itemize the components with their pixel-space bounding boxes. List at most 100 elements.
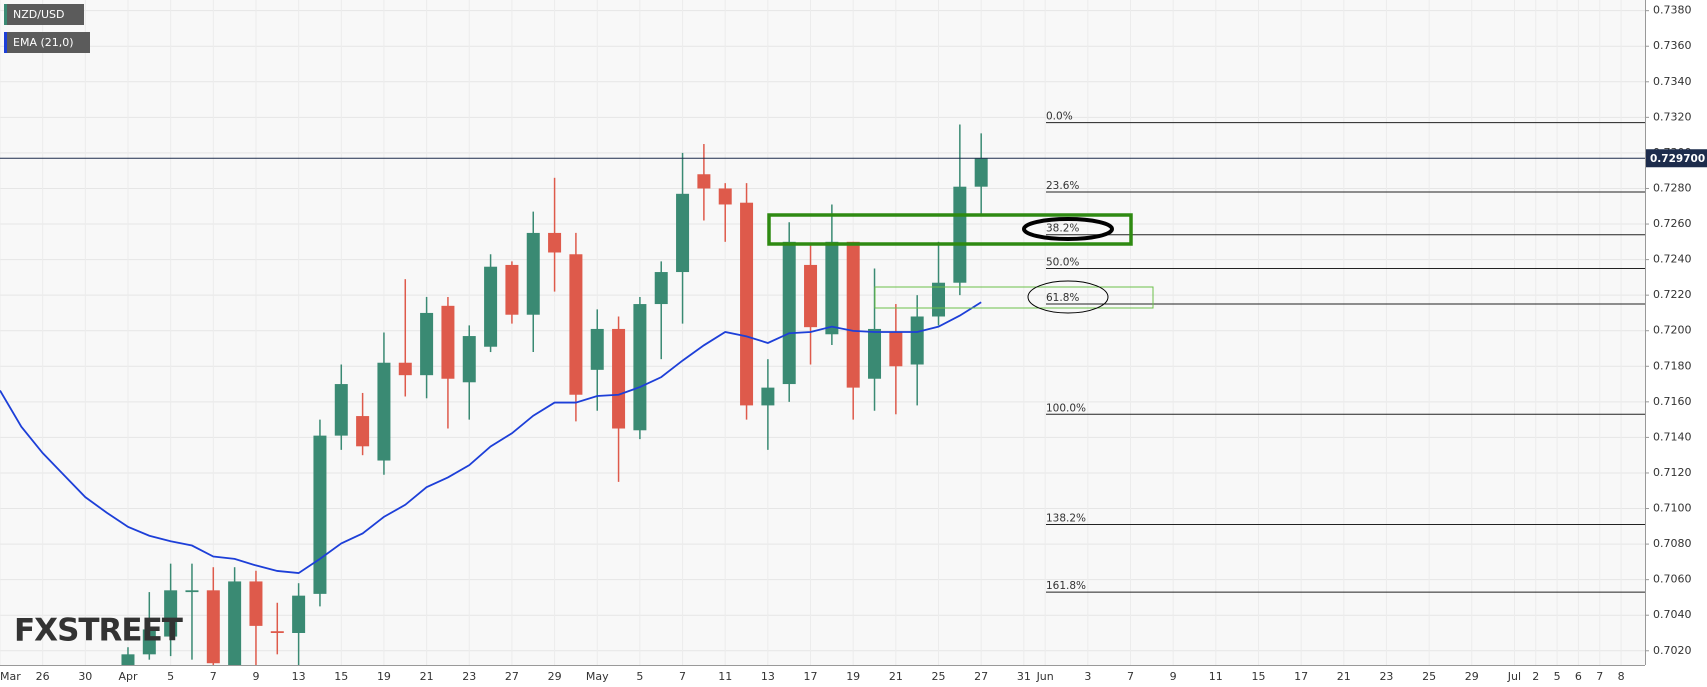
x-tick-label: 27 xyxy=(505,670,519,683)
y-tick-label: 0.7160 xyxy=(1653,395,1692,408)
candle-body xyxy=(420,312,434,376)
y-tick-label: 0.7220 xyxy=(1653,288,1692,301)
candle-body xyxy=(953,186,967,283)
candle-body xyxy=(249,581,263,626)
x-tick-label: 25 xyxy=(1422,670,1436,683)
support-zone xyxy=(874,286,1154,309)
fib-label: 161.8% xyxy=(1046,580,1086,592)
x-tick-label: 15 xyxy=(1251,670,1265,683)
x-tick-label: 23 xyxy=(1379,670,1393,683)
candle-body xyxy=(676,193,690,273)
x-tick-label: 7 xyxy=(210,670,217,683)
candle-body xyxy=(228,581,242,665)
candle-body xyxy=(974,158,988,187)
y-tick-label: 0.7080 xyxy=(1653,537,1692,550)
x-tick-label: 30 xyxy=(78,670,92,683)
candle-body xyxy=(526,232,540,315)
candle-body xyxy=(313,435,327,594)
x-tick-label: 19 xyxy=(846,670,860,683)
y-tick-label: 0.7260 xyxy=(1653,217,1692,230)
x-tick-label: Apr xyxy=(118,670,138,683)
fib-label: 38.2% xyxy=(1046,223,1079,235)
candle-body xyxy=(740,202,754,406)
candle-body xyxy=(505,264,519,315)
candle-body xyxy=(334,384,348,436)
candle-body xyxy=(377,362,391,461)
candle-body xyxy=(612,328,626,429)
fib-label: 50.0% xyxy=(1046,256,1079,268)
fib-label: 138.2% xyxy=(1046,513,1086,525)
x-tick-label: 17 xyxy=(804,670,818,683)
x-tick-label: 29 xyxy=(548,670,562,683)
candle-body xyxy=(398,362,412,376)
y-tick-label: 0.7200 xyxy=(1653,324,1692,337)
x-tick-label: 17 xyxy=(1294,670,1308,683)
x-tick-label: 11 xyxy=(718,670,732,683)
y-tick-label: 0.7380 xyxy=(1653,4,1692,17)
axes: 0.7020 0.7040 0.7060 0.7080 0.7100 0.7120 0.71… xyxy=(0,4,1707,683)
legend: NZD/USD EMA (21,0) xyxy=(4,4,90,53)
fib-label: 100.0% xyxy=(1046,402,1086,414)
x-tick-label: 23 xyxy=(462,670,476,683)
annotations xyxy=(767,213,1154,314)
x-tick-label: 5 xyxy=(1554,670,1561,683)
candle-body xyxy=(782,241,796,385)
candle-body xyxy=(910,316,924,365)
x-tick-label: 8 xyxy=(1618,670,1625,683)
candle-body xyxy=(270,631,284,633)
candle-body xyxy=(569,254,583,395)
candle-body xyxy=(164,590,178,637)
x-tick-label: Jul xyxy=(1507,670,1521,683)
fib-label: 23.6% xyxy=(1046,180,1079,192)
y-tick-label: 0.7040 xyxy=(1653,608,1692,621)
x-tick-label: 19 xyxy=(377,670,391,683)
y-tick-label: 0.7020 xyxy=(1653,644,1692,657)
x-tick-label: 25 xyxy=(932,670,946,683)
y-tick-label: 0.7240 xyxy=(1653,253,1692,266)
candle-body xyxy=(868,328,882,379)
legend-box xyxy=(4,32,90,53)
x-tick-label: 9 xyxy=(1170,670,1177,683)
candle-body xyxy=(142,629,156,655)
legend-swatch xyxy=(4,4,7,25)
x-tick-label: 5 xyxy=(167,670,174,683)
x-tick-label: Mar xyxy=(0,670,21,683)
y-tick-label: 0.7360 xyxy=(1653,39,1692,52)
x-tick-label: 31 xyxy=(1017,670,1031,683)
x-tick-label: 7 xyxy=(1596,670,1603,683)
x-tick-label: 29 xyxy=(1465,670,1479,683)
candle-body xyxy=(462,336,476,383)
x-tick-label: 3 xyxy=(1084,670,1091,683)
y-tick-label: 0.7100 xyxy=(1653,502,1692,515)
plot-background xyxy=(0,0,1645,665)
legend-label: NZD/USD xyxy=(13,8,64,21)
plot: 0.0% 23.6% 38.2% 50.0% 61.8% 100.0% 138.2% 161.… xyxy=(0,111,1645,665)
last-price-box xyxy=(1646,149,1707,168)
candle-body xyxy=(206,590,220,664)
candle-body xyxy=(761,387,775,406)
x-tick-label: 13 xyxy=(761,670,775,683)
candle-body xyxy=(590,328,604,370)
x-tick-label: Jun xyxy=(1036,670,1054,683)
x-tick-label: May xyxy=(586,670,609,683)
candle-body xyxy=(654,272,668,305)
x-tick-label: 21 xyxy=(1337,670,1351,683)
legend-box xyxy=(4,4,84,25)
candle-body xyxy=(356,416,370,447)
candle-body xyxy=(292,595,306,633)
y-axis-area xyxy=(1645,0,1707,687)
candle-body xyxy=(804,264,818,328)
last-price-label: 0.729700 xyxy=(1650,153,1705,165)
y-tick-label: 0.7180 xyxy=(1653,359,1692,372)
x-tick-label: 21 xyxy=(420,670,434,683)
grid xyxy=(0,0,1645,665)
candle-body xyxy=(889,332,903,367)
x-tick-label: 21 xyxy=(889,670,903,683)
x-tick-label: 6 xyxy=(1575,670,1582,683)
y-tick-label: 0.7140 xyxy=(1653,430,1692,443)
x-tick-label: 11 xyxy=(1209,670,1223,683)
candle-body xyxy=(633,304,647,431)
fib-label: 61.8% xyxy=(1046,292,1079,304)
x-tick-label: 7 xyxy=(1127,670,1134,683)
